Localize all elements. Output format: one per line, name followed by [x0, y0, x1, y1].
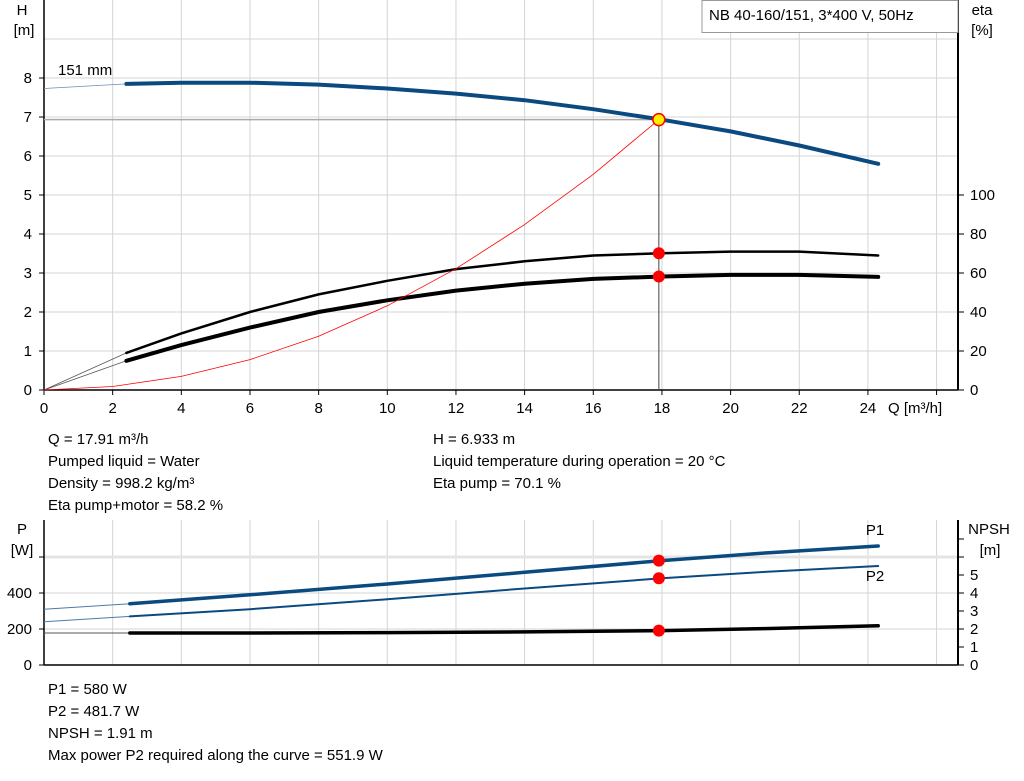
info-top-right: H = 6.933 m Liquid temperature during op… — [433, 429, 725, 495]
head-curve — [124, 80, 881, 166]
info-temperature: Liquid temperature during operation = 20… — [433, 453, 726, 470]
info-max-p2: Max power P2 required along the curve = … — [48, 747, 383, 764]
info-top-left: Q = 17.91 m³/h Pumped liquid = Water Den… — [48, 429, 223, 517]
y-tick-label-left: 2 — [24, 304, 32, 321]
y-tick-label-left: 6 — [24, 148, 32, 165]
x-tick-label: 12 — [448, 400, 465, 417]
x-tick-label: 0 — [40, 400, 48, 417]
eta-tick-label: 0 — [970, 382, 978, 399]
info-eta-pump-motor: Eta pump+motor = 58.2 % — [48, 497, 224, 514]
x-tick-label: 10 — [379, 400, 396, 417]
npsh-point — [652, 624, 665, 637]
info-eta-pump: Eta pump = 70.1 % — [433, 475, 561, 492]
p1-extrapolated — [43, 603, 130, 610]
eta-pump-curve — [125, 250, 880, 355]
npsh-tick-label: 2 — [970, 621, 978, 638]
x-tick-label: 14 — [516, 400, 533, 417]
eta-pump-motor-point — [652, 270, 665, 283]
y-tick-label-left: 1 — [24, 343, 32, 360]
p-axis-unit: [W] — [11, 542, 34, 559]
info-p1: P1 = 580 W — [48, 681, 127, 698]
npsh-tick-label: 0 — [970, 657, 978, 674]
y-tick-label-left: 0 — [24, 382, 32, 399]
x-tick-label: 6 — [246, 400, 254, 417]
npsh-tick-label: 1 — [970, 639, 978, 656]
p-axis-label: P — [17, 521, 27, 538]
x-tick-label: 24 — [860, 400, 877, 417]
eta-axis-unit: [%] — [971, 22, 993, 39]
x-tick-label: 8 — [314, 400, 322, 417]
legend-box — [701, 0, 959, 33]
x-tick-label: 2 — [108, 400, 116, 417]
p2-label: P2 — [866, 568, 884, 585]
curve-label-151mm: 151 mm — [58, 62, 112, 79]
p1-point — [652, 554, 665, 567]
eta-pump-extrapolated — [43, 352, 127, 391]
p1-label: P1 — [866, 522, 884, 539]
x-axis-label: Q [m³/h] — [888, 400, 942, 417]
eta-tick-label: 40 — [970, 304, 987, 321]
y-tick-label-left: 5 — [24, 187, 32, 204]
x-tick-label: 4 — [177, 400, 185, 417]
info-density: Density = 998.2 kg/m³ — [48, 475, 195, 492]
p2-curve — [128, 565, 880, 618]
h-axis-label: H — [17, 2, 28, 19]
info-p2: P2 = 481.7 W — [48, 703, 140, 720]
system-curve — [43, 119, 660, 391]
x-tick-label: 20 — [722, 400, 739, 417]
info-q: Q = 17.91 m³/h — [48, 431, 149, 448]
eta-pump-point — [652, 247, 665, 260]
npsh-tick-label: 5 — [970, 567, 978, 584]
p1-curve — [128, 544, 880, 606]
npsh-axis-unit: [m] — [980, 542, 1001, 559]
y-tick-label-left: 7 — [24, 109, 32, 126]
eta-tick-label: 60 — [970, 265, 987, 282]
info-h: H = 6.933 m — [433, 431, 516, 448]
legend-title: NB 40-160/151, 3*400 V, 50Hz — [709, 7, 914, 24]
npsh-tick-label: 3 — [970, 603, 978, 620]
y-tick-label-left: 8 — [24, 70, 32, 87]
p-tick-label: 0 — [24, 657, 32, 674]
y-tick-label-left: 4 — [24, 226, 32, 243]
duty-point — [652, 112, 666, 127]
x-tick-label: 22 — [791, 400, 808, 417]
head-extrapolated — [43, 83, 127, 89]
eta-tick-label: 80 — [970, 226, 987, 243]
x-tick-label: 16 — [585, 400, 602, 417]
eta-tick-label: 20 — [970, 343, 987, 360]
p2-extrapolated — [43, 615, 130, 623]
p-tick-label: 400 — [7, 585, 32, 602]
eta-pump-motor-curve — [124, 272, 881, 363]
h-axis-unit: [m] — [14, 22, 35, 39]
npsh-curve — [128, 624, 880, 635]
info-bottom: P1 = 580 W P2 = 481.7 W NPSH = 1.91 m Ma… — [48, 679, 383, 767]
p2-point — [652, 572, 665, 585]
eta-axis-label: eta — [972, 2, 994, 19]
y-tick-label-left: 3 — [24, 265, 32, 282]
eta-tick-label: 100 — [970, 187, 995, 204]
npsh-tick-label: 4 — [970, 585, 978, 602]
info-liquid: Pumped liquid = Water — [48, 453, 200, 470]
info-npsh: NPSH = 1.91 m — [48, 725, 153, 742]
x-tick-label: 18 — [654, 400, 671, 417]
eta-pump-motor-extrapolated — [43, 360, 127, 391]
p-tick-label: 200 — [7, 621, 32, 638]
npsh-axis-label: NPSH — [968, 521, 1010, 538]
